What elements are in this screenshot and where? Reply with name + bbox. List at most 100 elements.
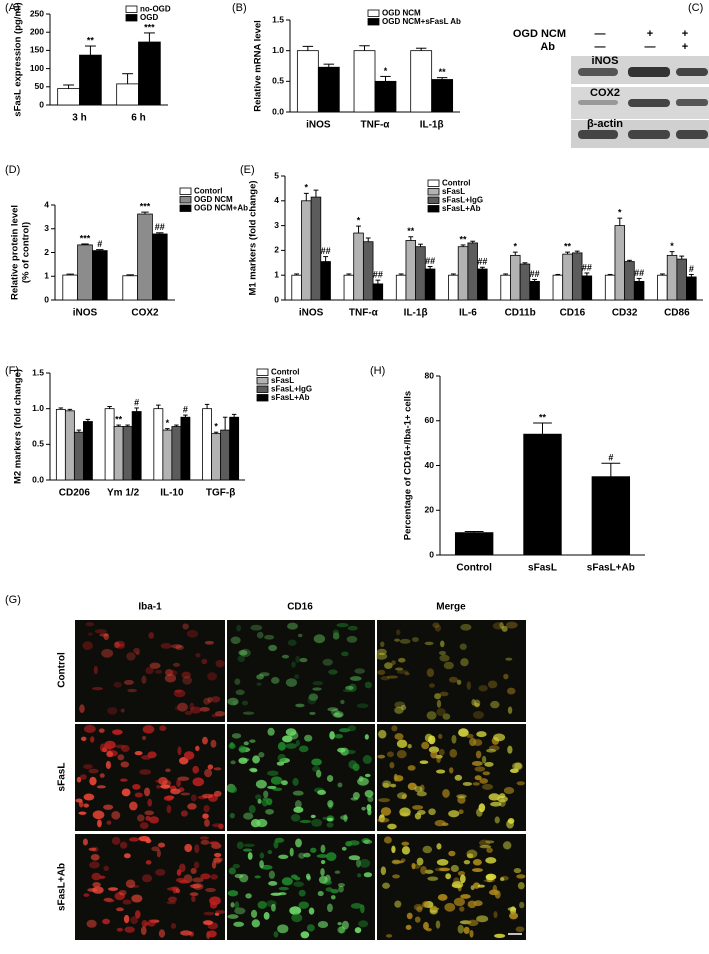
y-tick-label: 0: [44, 294, 49, 304]
cell: [103, 865, 110, 872]
bar: [113, 426, 124, 481]
significance-label: ##: [634, 268, 644, 278]
cell: [380, 866, 387, 876]
significance-label: ##: [530, 269, 540, 279]
cell: [189, 883, 202, 889]
cell: [174, 689, 183, 693]
cell: [359, 858, 371, 868]
cell: [490, 801, 502, 807]
cell: [155, 868, 166, 876]
cell: [334, 711, 344, 718]
cell: [342, 689, 354, 693]
significance-label: #: [183, 404, 188, 414]
bar: [229, 416, 240, 481]
cell: [428, 683, 435, 688]
cell: [387, 823, 397, 830]
cell: [121, 788, 131, 797]
x-tick-label: iNOS: [299, 308, 324, 319]
significance-label: *: [618, 208, 622, 218]
cell: [448, 810, 460, 818]
cell: [309, 711, 316, 715]
cell: [180, 792, 191, 796]
cell: [248, 767, 258, 772]
cell: [334, 870, 341, 874]
row-label: Control: [57, 652, 68, 688]
bar: [353, 50, 376, 113]
cell: [141, 755, 152, 760]
cell: [494, 816, 500, 824]
cell: [250, 909, 258, 919]
cell: [265, 808, 274, 815]
cell: [160, 784, 171, 789]
legend-swatch: [367, 18, 380, 26]
condition-sign: +: [682, 41, 688, 53]
cell: [174, 706, 181, 711]
cell: [115, 643, 125, 649]
cell: [252, 755, 260, 764]
bar: [591, 476, 631, 556]
legend-swatch: [427, 196, 440, 204]
cell: [199, 836, 210, 840]
cell: [289, 847, 294, 857]
bar: [552, 274, 564, 301]
cell: [179, 880, 189, 884]
significance-label: #: [134, 397, 139, 407]
significance-label: *: [166, 418, 170, 428]
cell: [430, 750, 438, 759]
cell: [192, 765, 200, 774]
cell: [238, 757, 248, 764]
cell: [285, 743, 297, 749]
cell: [89, 861, 100, 869]
cell: [426, 668, 435, 677]
cell: [154, 669, 163, 674]
cell: [241, 700, 249, 706]
cell: [377, 669, 386, 676]
cell: [171, 644, 183, 649]
cell: [78, 811, 87, 815]
cell: [230, 636, 241, 644]
cell: [492, 884, 498, 894]
cell: [297, 633, 303, 638]
x-tick-label: TNF-α: [361, 120, 391, 131]
cell: [156, 784, 161, 789]
cell: [298, 852, 306, 859]
cell: [83, 893, 90, 897]
significance-label: ***: [80, 233, 91, 243]
cell: [281, 780, 288, 786]
cell: [364, 734, 369, 740]
cell: [295, 703, 305, 708]
cell: [434, 624, 442, 632]
cell: [227, 914, 239, 919]
bar: [73, 431, 84, 481]
significance-label: ***: [140, 202, 151, 212]
cell: [120, 841, 128, 849]
cell: [308, 693, 319, 701]
cell: [270, 677, 280, 684]
x-tick-label: sFasL: [528, 563, 557, 574]
cell: [513, 867, 522, 874]
bar: [57, 88, 80, 106]
cell: [469, 929, 474, 938]
bar: [104, 408, 115, 481]
cell: [92, 886, 104, 894]
bar: [467, 242, 478, 301]
cell: [414, 916, 421, 923]
legend-swatch: [179, 204, 192, 212]
cell: [259, 860, 264, 869]
cell: [91, 687, 104, 691]
cell: [149, 816, 160, 824]
cell: [337, 921, 342, 926]
cell: [306, 924, 315, 932]
cell: [434, 867, 446, 872]
cell: [291, 913, 303, 923]
panel-label: (A): [5, 2, 20, 14]
bar: [310, 196, 322, 301]
cell: [411, 862, 416, 870]
cell: [310, 814, 316, 819]
cell: [412, 805, 424, 810]
cell: [293, 881, 304, 887]
cell: [184, 843, 193, 853]
panel-label: (E): [240, 164, 255, 176]
cell: [385, 934, 393, 938]
